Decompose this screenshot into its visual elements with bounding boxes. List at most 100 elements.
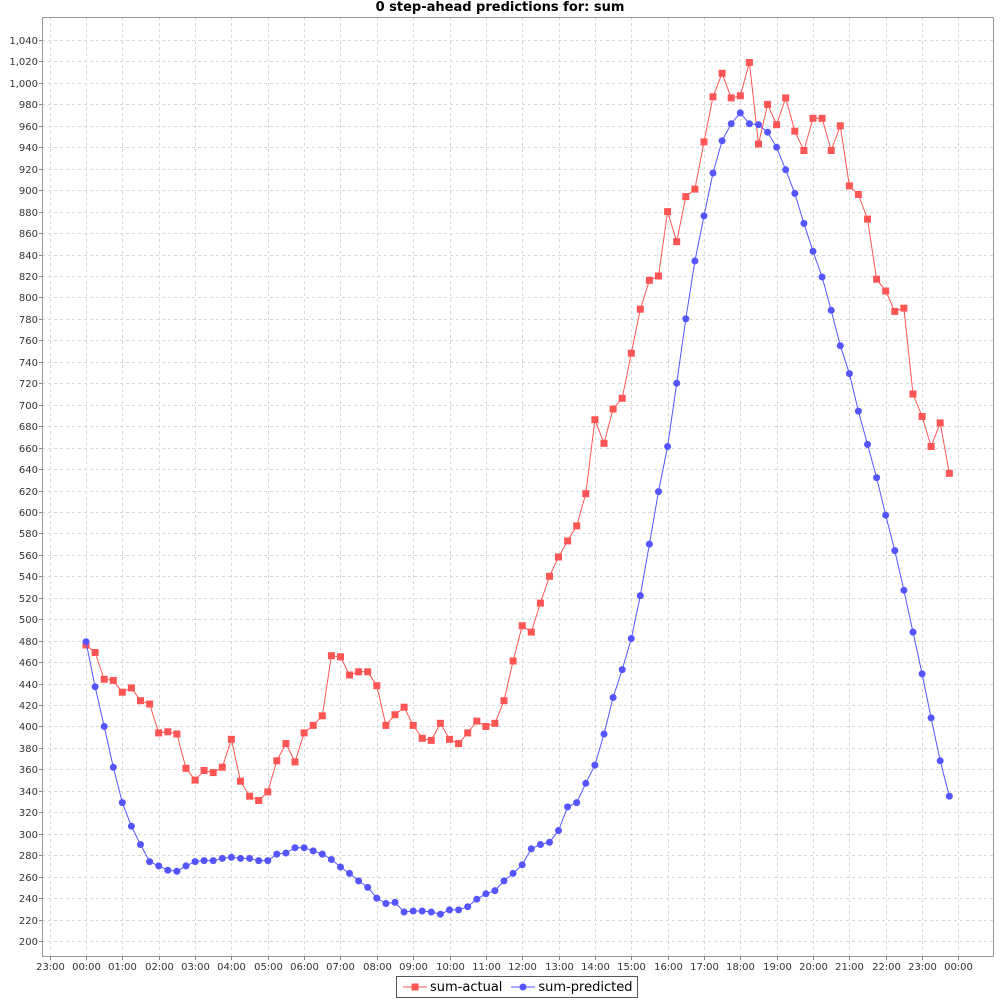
data-point-sum-actual [664,208,672,216]
data-point-sum-actual [118,688,126,696]
y-tick-label: 920 [19,165,38,176]
y-tick-label: 900 [19,186,38,197]
data-point-sum-predicted [355,877,363,885]
data-point-sum-actual [845,182,853,190]
data-point-sum-predicted [891,547,899,555]
y-tick-label: 660 [19,444,38,455]
series-layer [82,59,953,918]
data-point-sum-actual [327,652,335,660]
data-point-sum-actual [873,275,881,283]
data-point-sum-predicted [509,869,517,877]
data-point-sum-predicted [845,370,853,378]
data-point-sum-actual [364,668,372,676]
data-point-sum-predicted [127,822,135,830]
x-tick-label: 23:00 [908,962,937,973]
data-point-sum-actual [936,419,944,427]
data-point-sum-predicted [582,779,590,787]
data-point-sum-predicted [555,827,562,834]
data-point-sum-predicted [82,638,90,646]
data-point-sum-predicted [364,883,372,891]
x-tick-label: 07:00 [326,962,355,973]
data-point-sum-predicted [927,714,935,722]
data-point-sum-actual [945,469,953,477]
data-point-sum-actual [137,697,144,705]
data-point-sum-actual [918,413,926,420]
data-point-sum-predicted [764,128,772,136]
x-tick-label: 14:00 [581,962,610,973]
x-tick-label: 00:00 [72,962,101,973]
data-point-sum-predicted [373,894,381,902]
data-point-sum-predicted [709,169,717,177]
series-line-sum-actual [85,62,950,802]
x-tick-label: 17:00 [690,962,719,973]
x-tick-label: 01:00 [108,962,137,973]
data-point-sum-predicted [455,906,463,914]
data-point-sum-actual [164,728,172,736]
data-point-sum-predicted [482,890,490,898]
data-point-sum-actual [827,147,835,154]
data-point-sum-actual [900,304,908,312]
data-point-sum-actual [736,92,744,100]
data-point-sum-actual [782,94,790,102]
data-point-sum-actual [791,127,799,135]
x-tick-label: 13:00 [545,962,574,973]
x-tick-label: 08:00 [363,962,392,973]
x-tick-label: 18:00 [726,962,755,973]
data-point-sum-actual [564,537,572,545]
data-point-sum-actual [909,390,917,398]
data-point-sum-actual [409,721,417,729]
data-point-sum-predicted [291,844,299,852]
data-point-sum-predicted [327,856,335,863]
data-point-sum-predicted [827,306,835,314]
y-tick-label: 200 [19,937,38,948]
x-tick-label: 12:00 [508,962,537,973]
data-point-sum-actual [682,193,690,201]
legend: sum-actual sum-predicted [396,976,639,998]
data-point-sum-predicted [418,907,426,915]
data-point-sum-predicted [909,628,917,636]
data-point-sum-actual [691,185,699,193]
data-point-sum-actual [382,721,390,729]
data-point-sum-predicted [164,866,172,874]
data-point-sum-actual [191,776,199,784]
data-point-sum-actual [146,700,154,708]
data-point-sum-actual [309,721,317,729]
data-point-sum-predicted [518,861,526,869]
y-tick-label: 680 [19,422,38,433]
data-point-sum-predicted [118,799,126,807]
data-point-sum-predicted [655,488,662,496]
y-tick-label: 820 [19,272,38,283]
data-point-sum-predicted [273,850,281,858]
data-point-sum-actual [836,122,844,130]
data-point-sum-actual [755,140,762,148]
data-point-sum-actual [582,490,590,498]
data-point-sum-predicted [436,910,444,918]
y-tick-label: 860 [19,229,38,240]
data-point-sum-predicted [691,257,699,265]
data-point-sum-predicted [609,694,617,701]
y-tick-label: 460 [19,658,38,669]
data-point-sum-actual [882,287,890,295]
data-point-sum-predicted [600,730,608,738]
data-point-sum-predicted [264,857,272,865]
x-tick-label: 11:00 [472,962,501,973]
x-tick-label: 10:00 [436,962,465,973]
data-point-sum-predicted [682,315,690,323]
data-point-sum-predicted [427,908,435,916]
x-tick-label: 20:00 [799,962,828,973]
y-tick-label: 580 [19,529,38,540]
data-point-sum-actual [455,740,463,748]
data-point-sum-actual [400,703,408,711]
data-point-sum-predicted [736,109,744,117]
data-point-sum-actual [818,114,826,122]
data-point-sum-actual [745,59,753,66]
data-point-sum-actual [418,734,426,742]
y-tick-label: 780 [19,315,38,326]
data-point-sum-predicted [900,586,908,594]
data-point-sum-actual [155,729,163,737]
data-point-sum-predicted [382,900,390,907]
data-point-sum-predicted [755,121,762,129]
legend-item-actual: sum-actual [402,980,502,995]
data-point-sum-actual [764,100,772,108]
y-tick-label: 380 [19,744,38,755]
